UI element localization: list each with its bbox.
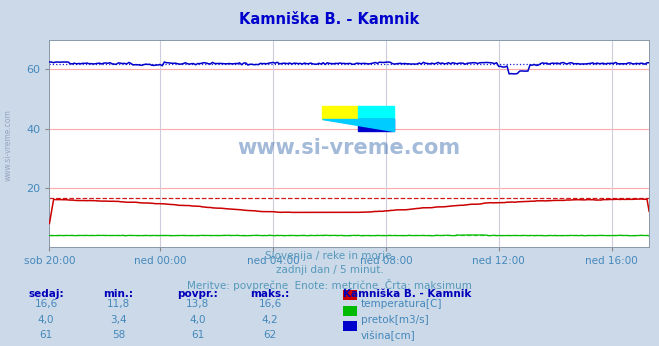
Bar <box>322 106 358 119</box>
Text: min.:: min.: <box>103 289 134 299</box>
Text: povpr.:: povpr.: <box>177 289 218 299</box>
Text: Kamniška B. - Kamnik: Kamniška B. - Kamnik <box>239 12 420 27</box>
Text: www.si-vreme.com: www.si-vreme.com <box>4 109 13 181</box>
Text: 62: 62 <box>264 330 277 340</box>
Text: 4,2: 4,2 <box>262 315 279 325</box>
Text: 4,0: 4,0 <box>189 315 206 325</box>
Text: 61: 61 <box>191 330 204 340</box>
Text: 61: 61 <box>40 330 53 340</box>
Text: 13,8: 13,8 <box>186 299 210 309</box>
Text: 3,4: 3,4 <box>110 315 127 325</box>
Text: sedaj:: sedaj: <box>28 289 64 299</box>
Text: višina[cm]: višina[cm] <box>361 330 416 341</box>
Text: pretok[m3/s]: pretok[m3/s] <box>361 315 429 325</box>
Bar <box>358 119 394 131</box>
Text: www.si-vreme.com: www.si-vreme.com <box>238 138 461 158</box>
Text: 16,6: 16,6 <box>34 299 58 309</box>
Bar <box>358 106 394 119</box>
Text: Meritve: povprečne  Enote: metrične  Črta: maksimum: Meritve: povprečne Enote: metrične Črta:… <box>187 279 472 291</box>
Text: temperatura[C]: temperatura[C] <box>361 299 443 309</box>
Text: 58: 58 <box>112 330 125 340</box>
Polygon shape <box>322 119 394 131</box>
Text: 11,8: 11,8 <box>107 299 130 309</box>
Text: zadnji dan / 5 minut.: zadnji dan / 5 minut. <box>275 265 384 275</box>
Text: maks.:: maks.: <box>250 289 290 299</box>
Text: 16,6: 16,6 <box>258 299 282 309</box>
Text: 4,0: 4,0 <box>38 315 55 325</box>
Text: Kamniška B. - Kamnik: Kamniška B. - Kamnik <box>343 289 471 299</box>
Text: Slovenija / reke in morje.: Slovenija / reke in morje. <box>264 251 395 261</box>
